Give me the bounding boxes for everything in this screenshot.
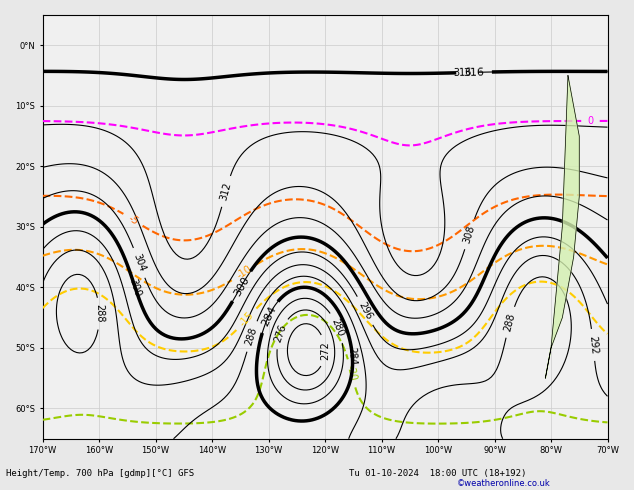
Text: 284: 284: [347, 347, 358, 366]
Text: 272: 272: [320, 341, 330, 360]
Text: Height/Temp. 700 hPa [gdmp][°C] GFS: Height/Temp. 700 hPa [gdmp][°C] GFS: [6, 469, 195, 478]
Text: 288: 288: [503, 312, 517, 332]
Text: 316: 316: [463, 67, 485, 77]
Text: 296: 296: [356, 300, 373, 321]
Text: 288: 288: [244, 326, 259, 347]
Text: 284: 284: [259, 305, 278, 328]
Text: 312: 312: [219, 181, 233, 201]
Text: -20: -20: [345, 365, 358, 382]
Polygon shape: [545, 75, 579, 378]
Text: -15: -15: [237, 310, 256, 329]
Text: 308: 308: [462, 224, 477, 244]
Text: 300: 300: [127, 278, 143, 298]
Text: 0: 0: [588, 116, 593, 126]
Text: 292: 292: [587, 335, 599, 355]
Text: 316: 316: [453, 68, 472, 78]
Text: 276: 276: [273, 323, 288, 344]
Text: 300: 300: [232, 274, 251, 297]
Text: 304: 304: [131, 252, 147, 273]
Text: Tu 01-10-2024  18:00 UTC (18+192): Tu 01-10-2024 18:00 UTC (18+192): [349, 469, 526, 478]
Text: 288: 288: [94, 304, 105, 323]
Text: -10: -10: [235, 264, 254, 281]
Text: 280: 280: [330, 317, 346, 338]
Text: ©weatheronline.co.uk: ©weatheronline.co.uk: [456, 479, 550, 488]
Text: -5: -5: [126, 213, 140, 226]
